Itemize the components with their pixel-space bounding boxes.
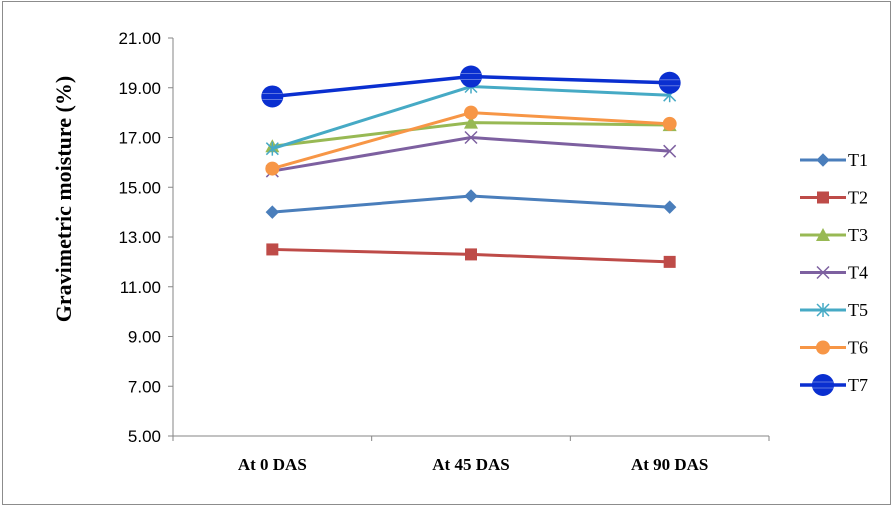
- data-point: [261, 85, 284, 108]
- legend-item: T5: [800, 300, 868, 320]
- data-point: [464, 115, 478, 129]
- x-category-label: At 0 DAS: [238, 455, 307, 474]
- series-T6: [265, 105, 677, 176]
- y-tick-label: 19.00: [118, 79, 161, 98]
- series-T1: [265, 189, 677, 219]
- series-T7: [261, 65, 681, 108]
- data-point: [464, 189, 478, 203]
- x-category-label: At 45 DAS: [432, 455, 509, 474]
- legend-label: T1: [848, 150, 868, 170]
- legend-label: T2: [848, 188, 868, 208]
- y-tick-label: 5.00: [128, 427, 161, 446]
- data-point: [663, 255, 676, 268]
- y-tick-label: 21.00: [118, 29, 161, 48]
- data-point: [265, 161, 280, 176]
- legend-label: T5: [848, 300, 868, 320]
- legend-item: T4: [800, 263, 868, 283]
- data-point: [658, 71, 681, 94]
- data-point: [662, 200, 677, 214]
- series-layer: [261, 65, 681, 268]
- legend-label: T7: [848, 375, 868, 395]
- data-point: [663, 144, 677, 158]
- legend-marker: [812, 374, 834, 396]
- y-tick-label: 11.00: [120, 278, 161, 297]
- legend: T1 T2 T3 T4 T5 T6 T7: [800, 150, 868, 396]
- legend-item: T3: [800, 225, 868, 245]
- data-point: [464, 130, 478, 145]
- legend-marker: [816, 228, 830, 241]
- legend-label: T4: [848, 263, 868, 283]
- legend-marker: [816, 303, 830, 317]
- legend-item: T7: [800, 374, 868, 396]
- data-point: [465, 248, 477, 261]
- legend-item: T1: [800, 150, 868, 170]
- y-tick-label: 13.00: [118, 228, 161, 247]
- data-point: [265, 205, 280, 219]
- data-point: [662, 116, 677, 131]
- legend-marker: [816, 153, 830, 167]
- x-category-label: At 90 DAS: [631, 455, 708, 474]
- legend-marker: [817, 191, 829, 204]
- legend-marker: [816, 265, 830, 280]
- legend-item: T2: [800, 188, 868, 208]
- legend-item: T6: [800, 338, 868, 358]
- legend-label: T3: [848, 225, 868, 245]
- y-tick-label: 17.00: [118, 129, 161, 148]
- legend-marker: [816, 340, 830, 355]
- data-point: [464, 105, 478, 120]
- y-axis-title: Gravimetric moisture (%): [51, 76, 76, 322]
- y-tick-label: 15.00: [118, 178, 161, 197]
- legend-label: T6: [848, 338, 868, 358]
- y-tick-label: 9.00: [128, 328, 161, 347]
- data-point: [460, 65, 482, 88]
- series-line: [272, 135, 670, 173]
- y-tick-label: 7.00: [128, 377, 161, 396]
- data-point: [266, 243, 279, 256]
- series-T2: [266, 243, 676, 268]
- data-point: [265, 141, 279, 156]
- x-ticks: At 0 DAS At 45 DAS At 90 DAS: [172, 436, 770, 474]
- y-ticks: 5.00 7.00 9.00 11.00 13.00 15.00 17.00 19.00 21.…: [118, 29, 173, 446]
